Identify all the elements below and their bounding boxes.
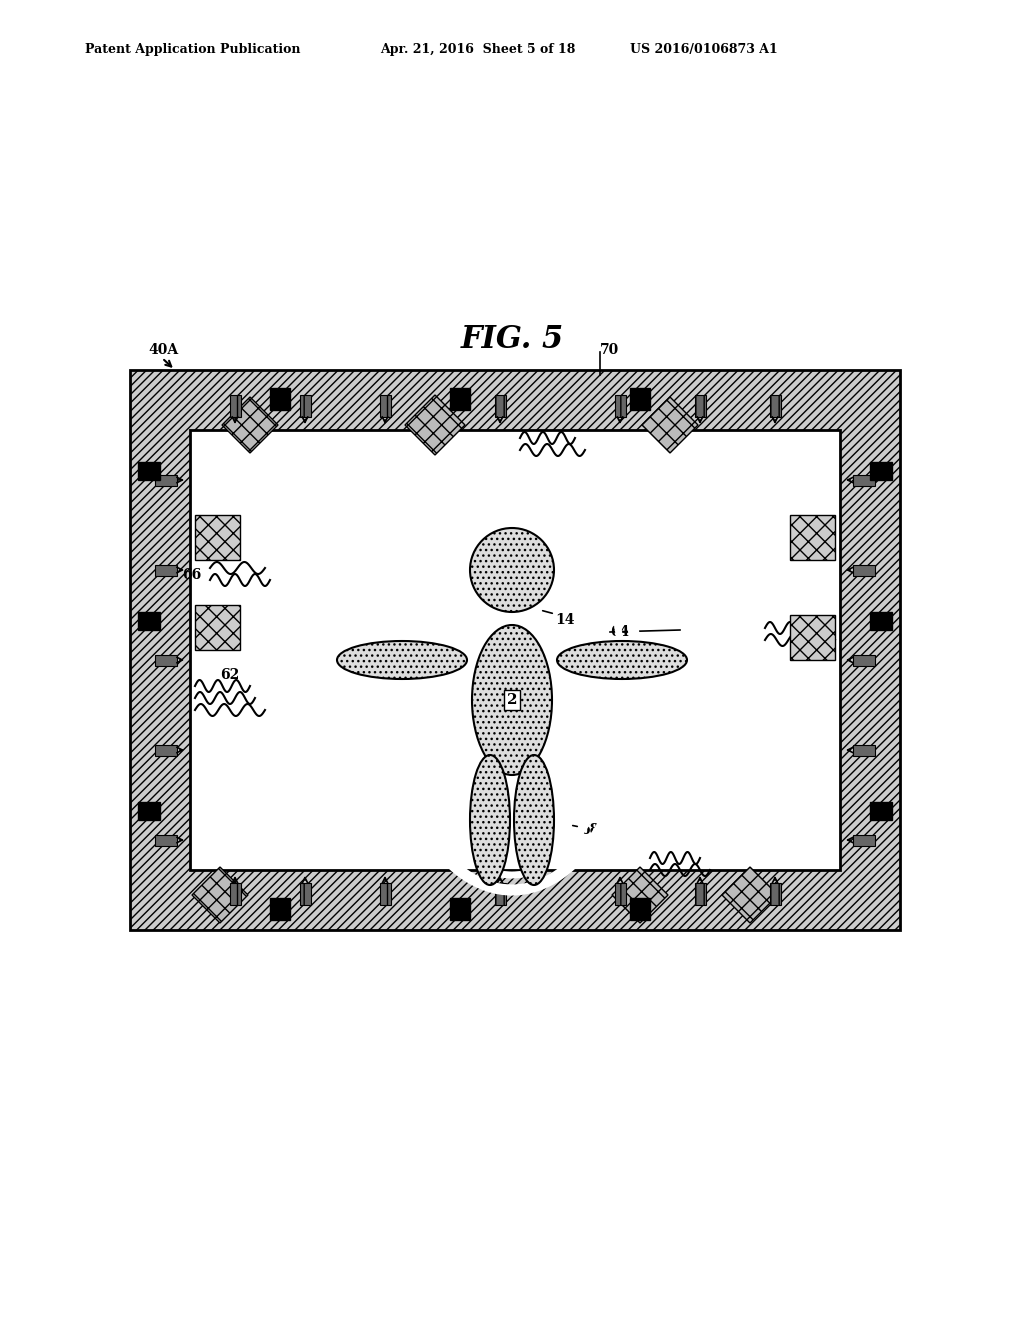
Polygon shape	[195, 605, 240, 649]
Polygon shape	[450, 388, 470, 411]
Polygon shape	[155, 565, 177, 576]
Polygon shape	[138, 612, 160, 630]
Polygon shape	[853, 474, 874, 486]
Polygon shape	[870, 462, 892, 480]
Polygon shape	[642, 397, 698, 453]
Polygon shape	[870, 803, 892, 820]
Polygon shape	[270, 898, 290, 920]
Polygon shape	[155, 474, 177, 486]
Polygon shape	[495, 883, 506, 906]
Polygon shape	[853, 565, 874, 576]
Ellipse shape	[557, 642, 687, 678]
Polygon shape	[630, 388, 650, 411]
Polygon shape	[155, 744, 177, 755]
Text: FIG. 5: FIG. 5	[461, 325, 563, 355]
Polygon shape	[769, 395, 780, 417]
Text: 70: 70	[600, 343, 620, 356]
Polygon shape	[380, 395, 390, 417]
Text: 62: 62	[220, 668, 240, 682]
Circle shape	[470, 528, 554, 612]
Polygon shape	[155, 834, 177, 846]
Polygon shape	[190, 430, 840, 870]
Polygon shape	[130, 370, 900, 931]
Polygon shape	[495, 395, 506, 417]
Polygon shape	[229, 395, 241, 417]
Polygon shape	[790, 515, 835, 560]
Polygon shape	[155, 655, 177, 665]
Text: 64: 64	[610, 624, 630, 639]
Polygon shape	[769, 883, 780, 906]
Text: Apr. 21, 2016  Sheet 5 of 18: Apr. 21, 2016 Sheet 5 of 18	[380, 44, 575, 57]
Text: US 2016/0106873 A1: US 2016/0106873 A1	[630, 44, 778, 57]
Polygon shape	[380, 883, 390, 906]
Polygon shape	[229, 883, 241, 906]
Polygon shape	[853, 744, 874, 755]
Polygon shape	[450, 898, 470, 920]
Polygon shape	[790, 615, 835, 660]
Ellipse shape	[514, 755, 554, 884]
Polygon shape	[299, 395, 310, 417]
Polygon shape	[614, 395, 626, 417]
Polygon shape	[406, 395, 465, 455]
Ellipse shape	[470, 755, 510, 884]
Text: 68: 68	[580, 822, 599, 837]
Polygon shape	[694, 395, 706, 417]
Polygon shape	[193, 867, 248, 923]
Polygon shape	[853, 834, 874, 846]
Polygon shape	[195, 515, 240, 560]
Polygon shape	[630, 898, 650, 920]
Text: Patent Application Publication: Patent Application Publication	[85, 44, 300, 57]
Polygon shape	[614, 883, 626, 906]
Polygon shape	[853, 655, 874, 665]
Polygon shape	[870, 612, 892, 630]
Text: 2: 2	[507, 693, 517, 708]
Polygon shape	[694, 883, 706, 906]
Polygon shape	[722, 867, 778, 923]
Ellipse shape	[472, 624, 552, 775]
Text: 66: 66	[182, 568, 202, 582]
Polygon shape	[299, 883, 310, 906]
Text: 40A: 40A	[148, 343, 178, 356]
Ellipse shape	[337, 642, 467, 678]
Polygon shape	[138, 462, 160, 480]
Polygon shape	[612, 867, 668, 923]
Polygon shape	[270, 388, 290, 411]
Text: 14: 14	[555, 612, 574, 627]
Polygon shape	[222, 397, 278, 453]
Polygon shape	[138, 803, 160, 820]
